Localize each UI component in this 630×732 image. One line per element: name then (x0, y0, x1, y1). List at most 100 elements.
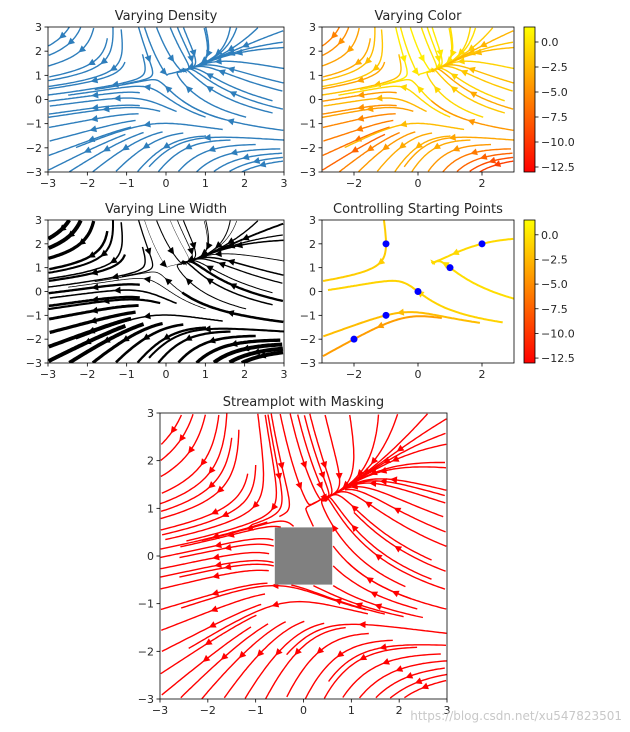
streamline (48, 220, 115, 274)
y-tick-label: −2 (26, 142, 42, 155)
streamline-arrow (121, 335, 130, 342)
streamline-arrow (179, 434, 187, 442)
y-tick-label: 3 (147, 407, 154, 420)
streamline-arrow (230, 340, 238, 347)
streamline-arrow (467, 118, 476, 126)
streamline-arrow (113, 286, 121, 294)
streamline (264, 626, 346, 699)
streamline-arrow (436, 49, 444, 57)
y-tick-label: −3 (26, 357, 42, 370)
colorbar-tick-label: −7.5 (541, 303, 568, 316)
x-tick-label: 2 (479, 177, 486, 190)
streamline-arrow (206, 49, 213, 58)
streamline-arrow (227, 44, 236, 52)
y-tick-label: 2 (147, 455, 154, 468)
streamline-arrow (415, 141, 424, 149)
streamline-arrow (143, 120, 151, 128)
streamline (430, 260, 514, 300)
streamline-arrow (164, 85, 173, 94)
streamline (436, 68, 514, 110)
streamline-arrow (215, 48, 223, 56)
streamline-arrow (67, 230, 76, 238)
y-tick-label: 3 (35, 214, 42, 227)
streamline-arrow (143, 312, 151, 320)
streamline-arrow (59, 224, 67, 232)
streamline-arrow (90, 306, 99, 314)
x-tick-label: 1 (202, 177, 209, 190)
streamline (161, 464, 257, 536)
streamline (322, 27, 376, 82)
y-tick-label: 3 (309, 214, 316, 227)
streamline (347, 562, 447, 610)
streamline-arrow (382, 658, 390, 665)
streamline-arrow (216, 485, 225, 493)
streamline-arrow (100, 57, 109, 65)
streamline-arrow (359, 653, 368, 661)
mask-region (274, 527, 333, 585)
x-tick-label: 0 (163, 177, 170, 190)
y-tick-label: 2 (35, 45, 42, 58)
streamline-arrow (223, 563, 232, 571)
streamline-arrow (357, 468, 365, 477)
streamline-arrow (450, 73, 459, 81)
streamline (48, 220, 96, 260)
streamline-arrow (227, 66, 236, 74)
chart-title: Streamplot with Masking (223, 395, 384, 410)
y-tick-label: 0 (309, 286, 316, 299)
streamline-arrow (210, 605, 219, 612)
streamlines (48, 220, 284, 363)
streamline-arrow (396, 308, 405, 316)
streamline-arrow (241, 153, 250, 161)
x-tick-label: −1 (248, 704, 264, 717)
streamline-arrow (221, 510, 230, 518)
streamline-arrow (227, 237, 236, 245)
streamline-arrow (357, 103, 365, 111)
streamline-arrow (335, 472, 343, 481)
streamline-arrow (235, 241, 243, 249)
streamline-arrow (379, 478, 387, 486)
x-tick-label: −2 (79, 368, 95, 381)
streamline-arrow (357, 91, 365, 99)
streamline-arrow (78, 238, 87, 246)
streamline-arrow (474, 48, 483, 56)
streamline-arrow (320, 460, 328, 469)
chart-title: Varying Density (115, 9, 218, 24)
streamline-arrow (372, 63, 381, 71)
streamline-arrow (164, 277, 173, 286)
streamline-arrow (405, 671, 414, 679)
streamline-arrow (391, 590, 400, 598)
streamline-arrow (294, 647, 302, 656)
y-tick-label: 0 (35, 286, 42, 299)
streamline-arrow (258, 160, 267, 168)
streamline-arrow (229, 283, 238, 290)
y-tick-label: −1 (300, 309, 316, 322)
chart-title: Controlling Starting Points (333, 202, 503, 217)
streamline-arrow (275, 472, 283, 481)
streamline-arrow (493, 160, 502, 167)
streamline (136, 326, 207, 363)
streamline-arrow (414, 677, 423, 685)
streamline (161, 414, 220, 494)
colorbar-tick-label: −10.0 (541, 136, 575, 149)
streamline-arrow (434, 55, 442, 63)
streamline-arrow (90, 76, 99, 84)
chart-title: Varying Color (374, 9, 462, 24)
y-tick-label: 3 (35, 21, 42, 34)
streamline (160, 582, 268, 611)
streamline-arrow (375, 94, 383, 102)
streamline-arrow (208, 336, 216, 344)
streamline-arrow (241, 344, 250, 352)
streamline-arrow (316, 481, 323, 490)
streamline-arrow (391, 455, 400, 462)
y-tick-label: −3 (300, 166, 316, 179)
streamline-arrow (330, 31, 339, 39)
y-tick-label: −1 (138, 598, 154, 611)
streamline-arrow (187, 247, 195, 256)
y-tick-label: 1 (309, 69, 316, 82)
streamline-arrow (215, 241, 223, 249)
streamline-arrow (167, 246, 175, 255)
streamline-arrow (211, 572, 220, 580)
x-tick-label: −2 (200, 704, 216, 717)
streamline-arrow (206, 85, 214, 93)
streamline (394, 135, 451, 172)
